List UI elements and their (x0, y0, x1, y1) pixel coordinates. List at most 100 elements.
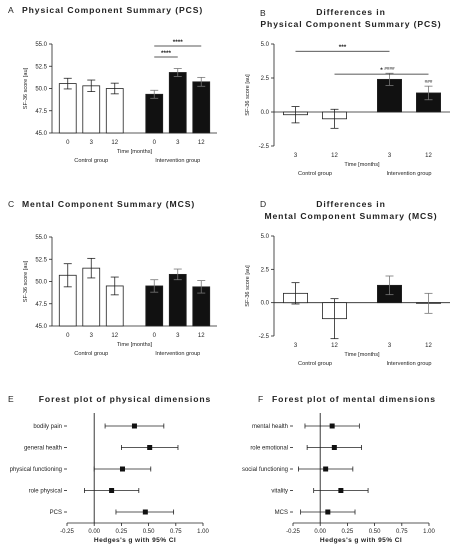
y-tick-label: 52.5 (35, 257, 47, 263)
bar (145, 93, 164, 134)
dimension-label: role emotional (250, 446, 288, 452)
x-tick-label: -0.25 (60, 529, 74, 535)
significance-label: **** (161, 50, 171, 57)
group-label: Intervention group (386, 171, 431, 177)
x-axis-label: Time [months] (117, 149, 153, 155)
x-tick-label: 0.75 (396, 529, 408, 535)
bar-annotation: #### (384, 66, 395, 71)
x-tick-label: 0.50 (143, 529, 155, 535)
y-tick-label: 45.0 (35, 131, 47, 137)
x-tick-label: 0.25 (116, 529, 128, 535)
bar (168, 273, 187, 327)
x-tick-label: 12 (331, 153, 338, 159)
panel-d: D Differences in Mental Component Summary … (245, 199, 450, 367)
dimension-label: MCS (275, 510, 288, 516)
bar (192, 81, 211, 134)
x-tick-label: 3 (176, 140, 180, 146)
bar (105, 88, 124, 134)
x-tick-label: 12 (111, 140, 118, 146)
panel-e: E Forest plot of physical dimensions -0.25… (8, 394, 211, 544)
effect-marker (338, 488, 344, 493)
x-tick-label: 0.50 (369, 529, 381, 535)
panel-letter: A (8, 5, 14, 15)
y-tick-label: 0.0 (261, 301, 270, 307)
panel-letter: E (8, 394, 14, 404)
effect-marker (323, 466, 329, 472)
chart-title: Physical Component Summary (PCS) (22, 5, 203, 15)
group-label: Control group (74, 158, 108, 164)
x-tick-label: 0 (66, 333, 70, 339)
chart-title: Forest plot of physical dimensions (39, 394, 211, 404)
dimension-label: social functioning (242, 467, 288, 473)
panel-letter: B (260, 8, 266, 18)
group-label: Intervention group (386, 361, 431, 367)
significance-label: **** (173, 39, 183, 46)
effect-marker (142, 509, 148, 515)
y-tick-label: 2.5 (261, 267, 270, 273)
x-tick-label: 12 (111, 333, 118, 339)
significance-label: *** (339, 44, 347, 51)
x-tick-label: 0 (153, 333, 157, 339)
dimension-label: vitality (271, 489, 288, 495)
x-axis-label: Hedges's g with 95% CI (94, 537, 176, 544)
x-tick-label: -0.25 (286, 529, 300, 535)
y-tick-label: 50.0 (35, 87, 47, 93)
panel-letter: C (8, 199, 14, 209)
dimension-label: PCS (50, 510, 62, 516)
group-label: Intervention group (155, 351, 200, 357)
y-tick-label: 50.0 (35, 280, 47, 286)
x-tick-label: 12 (198, 333, 205, 339)
effect-marker (329, 423, 335, 429)
y-axis-label: SF-36 score [au] (23, 260, 29, 302)
chart-title-line2: Mental Component Summary (MCS) (264, 211, 437, 221)
effect-marker (131, 423, 137, 429)
effect-marker (119, 466, 125, 472)
x-tick-label: 3 (176, 333, 180, 339)
bar (58, 83, 77, 134)
effect-marker (147, 445, 153, 450)
group-label: Control group (74, 351, 108, 357)
y-tick-label: 2.5 (261, 76, 270, 82)
group-label: Control group (298, 361, 332, 367)
y-tick-label: 5.0 (261, 234, 270, 240)
y-tick-label: -2.5 (259, 144, 270, 150)
group-label: Intervention group (155, 158, 200, 164)
x-tick-label: 0.25 (342, 529, 354, 535)
group-label: Control group (298, 171, 332, 177)
x-tick-label: 0 (153, 140, 157, 146)
x-tick-label: 3 (388, 153, 392, 159)
y-tick-label: 0.0 (261, 110, 270, 116)
y-tick-label: -2.5 (259, 334, 270, 340)
chart-title: Mental Component Summary (MCS) (22, 199, 195, 209)
x-tick-label: 3 (388, 343, 392, 349)
y-tick-label: 55.0 (35, 235, 47, 241)
significance-label: * (380, 67, 383, 74)
x-tick-label: 0.00 (314, 529, 326, 535)
x-tick-label: 0.75 (170, 529, 182, 535)
x-tick-label: 0 (66, 140, 70, 146)
bar (168, 72, 187, 134)
chart-title-line1: Differences in (316, 199, 385, 209)
y-axis-label: SF-36 score [au] (245, 265, 251, 307)
bar-annotation: ### (425, 79, 433, 84)
x-axis-label: Time [months] (344, 352, 380, 358)
chart-title-line2: Physical Component Summary (PCS) (260, 19, 441, 29)
dimension-label: role physical (29, 489, 62, 495)
dimension-label: general health (24, 446, 62, 452)
panel-letter: D (260, 199, 266, 209)
y-tick-label: 47.5 (35, 302, 47, 308)
x-tick-label: 12 (198, 140, 205, 146)
x-tick-label: 0.00 (88, 529, 100, 535)
x-tick-label: 12 (331, 343, 338, 349)
x-tick-label: 3 (294, 343, 298, 349)
effect-marker (331, 445, 337, 450)
y-axis-label: SF-36 score [au] (245, 74, 251, 116)
effect-marker (109, 488, 115, 493)
x-axis-label: Time [months] (344, 162, 380, 168)
x-tick-label: 1.00 (423, 529, 435, 535)
x-tick-label: 3 (90, 140, 94, 146)
y-tick-label: 55.0 (35, 42, 47, 48)
x-tick-label: 3 (294, 153, 298, 159)
y-tick-label: 47.5 (35, 109, 47, 115)
